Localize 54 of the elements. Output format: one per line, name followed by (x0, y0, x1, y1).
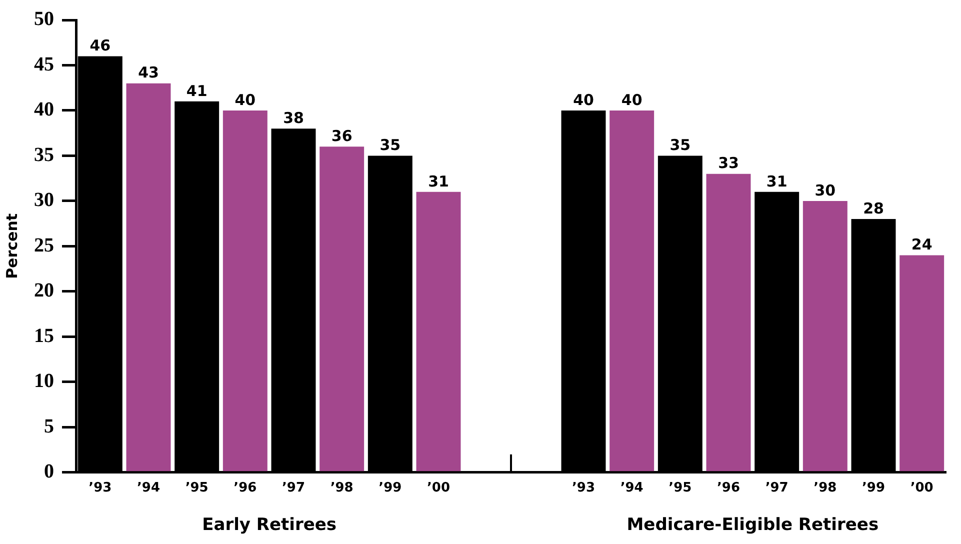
x-tick-label: ’00 (426, 480, 450, 496)
y-tick-label: 50 (34, 8, 54, 30)
bar (802, 200, 848, 472)
x-tick-label: ’98 (330, 480, 354, 496)
x-tick-label: ’99 (862, 480, 886, 496)
data-label: 38 (283, 108, 304, 127)
data-label: 31 (428, 172, 449, 190)
x-tick-label: ’00 (910, 480, 934, 496)
x-tick-label: ’96 (234, 480, 257, 496)
bar (610, 110, 654, 472)
text: Medicare-Eligible Retirees (626, 514, 879, 535)
data-label: 46 (90, 36, 111, 55)
data-label: 43 (138, 64, 159, 82)
data-label: 36 (331, 127, 352, 146)
x-tick-label: ’95 (668, 480, 692, 496)
x-tick-label: ’98 (814, 480, 837, 496)
data-label: 24 (911, 236, 932, 254)
x-tick-label: ’93 (88, 480, 112, 496)
y-tick-label: 35 (34, 144, 54, 166)
y-tick-label: 40 (34, 98, 54, 121)
y-tick-label: 45 (34, 53, 54, 76)
bar (126, 83, 171, 472)
y-tick-label: 25 (34, 234, 54, 256)
x-tick-label: ’94 (620, 480, 644, 496)
y-tick-label: 0 (44, 460, 54, 483)
bar (222, 110, 268, 472)
x-tick-label: ’93 (572, 480, 596, 496)
y-tick-label: 20 (34, 280, 54, 302)
x-tick-label: ’94 (136, 480, 160, 496)
x-tick-label: ’96 (716, 480, 740, 496)
data-label: 41 (186, 82, 208, 100)
data-label: 30 (814, 181, 836, 200)
bar (706, 174, 751, 472)
data-label: 35 (670, 136, 691, 154)
data-label: 28 (863, 199, 884, 218)
y-tick-label: 5 (44, 415, 54, 438)
data-label: 40 (234, 90, 256, 109)
y-tick-label: 10 (34, 370, 54, 392)
data-label: 35 (380, 136, 401, 154)
text: Early Retirees (202, 514, 337, 535)
x-tick-label: ’95 (185, 480, 208, 496)
bar (416, 192, 461, 472)
data-label: 31 (766, 172, 788, 190)
data-label: 40 (573, 90, 594, 109)
x-tick-label: ’99 (378, 480, 402, 496)
y-tick-label: 30 (34, 189, 54, 212)
data-label: 40 (621, 90, 642, 109)
bar (320, 146, 364, 472)
y-axis-title: Percent (2, 213, 21, 279)
x-tick-label: ’97 (282, 480, 306, 496)
x-tick-label: ’97 (765, 480, 788, 496)
data-label: 33 (718, 154, 739, 172)
bar (900, 255, 944, 472)
y-tick-label: 15 (34, 324, 54, 347)
